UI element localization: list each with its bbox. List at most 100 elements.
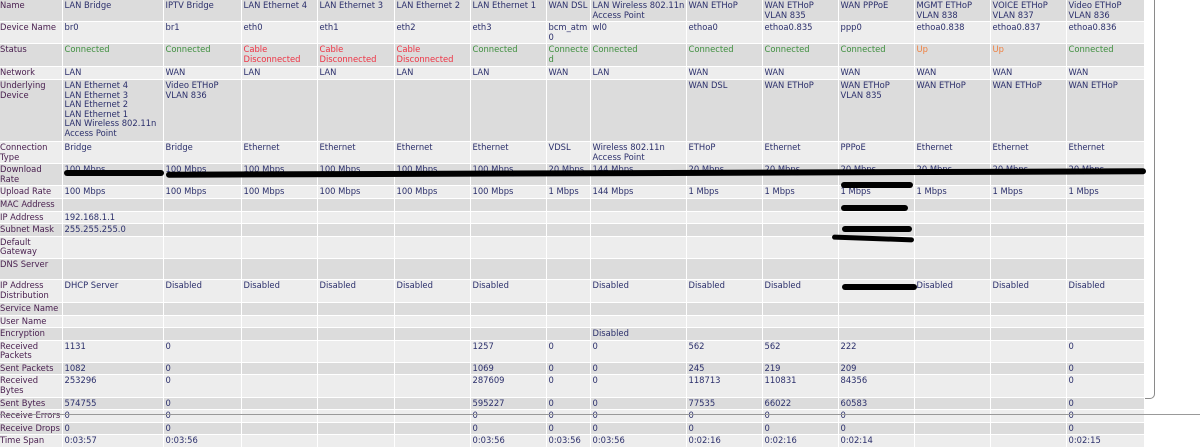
table-cell: WAN ETHoP <box>914 79 991 142</box>
table-row-receive-drops: Receive Drops 0 0 0 0 0 0 0 0 0 <box>0 422 1145 436</box>
table-cell <box>990 409 1067 423</box>
row-label: DNS Server <box>0 258 63 280</box>
table-cell <box>317 397 395 411</box>
table-cell: 100 Mbps <box>62 185 164 199</box>
table-cell <box>990 315 1067 329</box>
table-cell: DHCP Server <box>62 279 164 303</box>
table-cell: 0 <box>163 362 242 376</box>
table-row-upload-rate: Upload Rate 100 Mbps 100 Mbps 100 Mbps 100 M… <box>0 185 1145 199</box>
table-cell: 84356 <box>838 374 915 398</box>
table-cell: 100 Mbps <box>470 185 547 199</box>
table-cell: 110831 <box>762 374 839 398</box>
table-cell: 0 <box>686 409 763 423</box>
table-row-dns-server: DNS Server <box>0 258 1145 280</box>
table-cell <box>990 198 1067 212</box>
table-cell: wl0 <box>590 21 687 45</box>
table-cell <box>686 302 763 316</box>
table-cell <box>394 236 471 259</box>
status-value: Connected <box>470 43 547 68</box>
redaction-mark <box>841 182 913 188</box>
table-cell: 1131 <box>62 340 164 363</box>
table-cell <box>470 315 547 329</box>
row-label: Receive Errors <box>0 409 63 423</box>
table-cell: 253296 <box>62 374 164 398</box>
table-cell: WAN <box>163 66 242 80</box>
table-cell <box>470 223 547 237</box>
table-cell <box>1066 327 1145 341</box>
column-header: LAN Ethernet 2 <box>394 0 471 23</box>
table-cell <box>241 362 318 376</box>
table-cell: Ethernet <box>990 141 1067 165</box>
table-cell: 0 <box>470 422 547 436</box>
row-label: User Name <box>0 315 63 329</box>
table-cell <box>838 211 915 225</box>
table-cell: Wireless 802.11n Access Point <box>590 141 687 165</box>
table-cell: Disabled <box>394 279 471 303</box>
table-cell <box>317 434 395 448</box>
column-header: Video ETHoP VLAN 836 <box>1066 0 1145 23</box>
table-cell <box>317 211 395 225</box>
table-cell <box>990 258 1067 280</box>
row-label: IP Address Distribution <box>0 279 63 303</box>
redaction-mark <box>842 226 912 232</box>
row-label: Time Span <box>0 434 63 448</box>
table-cell <box>686 223 763 237</box>
table-cell: eth1 <box>317 21 395 45</box>
table-cell: 0 <box>590 340 687 363</box>
table-cell: 0 <box>62 422 164 436</box>
table-cell <box>914 362 991 376</box>
row-label: Received Bytes <box>0 374 63 398</box>
table-cell <box>1066 223 1145 237</box>
table-cell: 219 <box>762 362 839 376</box>
table-cell <box>914 422 991 436</box>
status-value: Up <box>914 43 991 68</box>
table-cell <box>241 236 318 259</box>
table-cell <box>394 374 471 398</box>
table-cell: LAN <box>62 66 164 80</box>
table-cell <box>546 327 591 341</box>
status-value: Connected <box>1066 43 1145 68</box>
status-value: Connected <box>686 43 763 68</box>
table-cell: 0 <box>762 409 839 423</box>
table-cell: Ethernet <box>470 141 547 165</box>
table-cell: Ethernet <box>241 141 318 165</box>
row-label: Default Gateway <box>0 236 63 259</box>
table-cell: WAN ETHoP VLAN 835 <box>838 79 915 142</box>
table-cell <box>241 409 318 423</box>
table-cell: eth2 <box>394 21 471 45</box>
table-cell <box>838 258 915 280</box>
table-row-device-name: Device Name br0 br1 eth0 eth1 eth2 eth3 bcm_atm… <box>0 21 1145 45</box>
table-cell: 0 <box>62 409 164 423</box>
table-cell: 1 Mbps <box>838 185 915 199</box>
row-label: Receive Drops <box>0 422 63 436</box>
row-label: Network <box>0 66 63 80</box>
table-cell <box>241 211 318 225</box>
table-cell <box>762 302 839 316</box>
table-cell <box>394 302 471 316</box>
table-cell <box>62 327 164 341</box>
table-cell <box>317 198 395 212</box>
table-cell <box>163 258 242 280</box>
table-cell <box>317 258 395 280</box>
table-cell: 574755 <box>62 397 164 411</box>
table-row-ip-address: IP Address 192.168.1.1 <box>0 211 1145 225</box>
row-label: Underlying Device <box>0 79 63 142</box>
table-cell <box>1066 315 1145 329</box>
table-cell <box>163 315 242 329</box>
row-label: Name <box>0 0 63 23</box>
table-cell <box>762 211 839 225</box>
table-cell: LAN <box>241 66 318 80</box>
table-cell: 595227 <box>470 397 547 411</box>
table-cell: Ethernet <box>762 141 839 165</box>
table-cell <box>394 198 471 212</box>
table-cell <box>394 223 471 237</box>
column-header: WAN ETHoP <box>686 0 763 23</box>
table-cell: ethoa0.837 <box>990 21 1067 45</box>
table-row-received-packets: Received Packets 1131 0 1257 0 0 562 562 222 0 <box>0 340 1145 363</box>
table-row-network: Network LAN WAN LAN LAN LAN LAN WAN LAN WAN WAN WAN… <box>0 66 1145 80</box>
table-cell: 0:02:14 <box>838 434 915 448</box>
table-cell: PPPoE <box>838 141 915 165</box>
table-cell: 66022 <box>762 397 839 411</box>
